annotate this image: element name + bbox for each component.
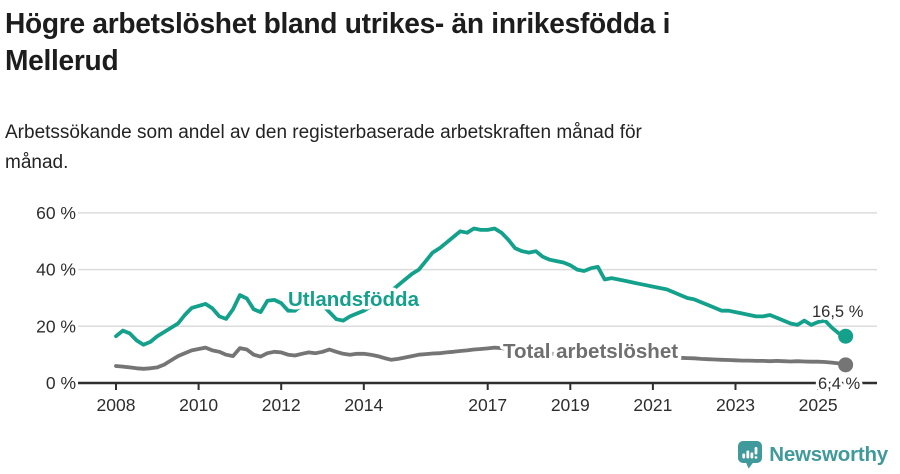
x-tick-label-2025: 2025 (799, 395, 838, 415)
x-tick-label-2014: 2014 (344, 395, 383, 415)
line-series-1 (114, 345, 848, 371)
end-dot-series-1 (838, 357, 854, 373)
page-subtitle: Arbetssökande som andel av den registerb… (5, 122, 642, 173)
axis-layer: 0 % 20 % 40 % 60 % 2008 2010 2012 2014 2017 2019 2… (36, 203, 877, 415)
newsworthy-logo[interactable]: Newsworthy (738, 440, 888, 470)
end-label-total-arbetsloshet: 6,4 % (818, 375, 861, 393)
line-series-0 (114, 226, 848, 347)
y-tick-label-20: 20 % (36, 316, 76, 336)
grid-layer (78, 212, 877, 328)
x-tick-label-2012: 2012 (262, 395, 301, 415)
x-tick-label-2017: 2017 (468, 395, 507, 415)
x-tick-label-2021: 2021 (633, 395, 672, 415)
series-layer (114, 226, 854, 373)
x-tick-label-2010: 2010 (179, 395, 218, 415)
newsworthy-icon (738, 441, 763, 469)
series-label-total-arbetsloshet: Total arbetslöshet (503, 340, 678, 363)
x-tick-label-2008: 2008 (97, 395, 136, 415)
page-title: Högre arbetslöshet bland utrikes- än inr… (5, 8, 671, 77)
x-tick-label-2019: 2019 (551, 395, 590, 415)
x-tick-label-2023: 2023 (716, 395, 755, 415)
bar-chart-exclamation-glyph (742, 447, 758, 459)
series-label-utlandsfodda: Utlandsfödda (288, 288, 420, 311)
y-tick-label-60: 60 % (36, 203, 76, 223)
y-tick-label-40: 40 % (36, 260, 76, 280)
newsworthy-wordmark: Newsworthy (769, 443, 888, 466)
end-dot-series-0 (838, 328, 854, 344)
unemployment-line-chart: 0 % 20 % 40 % 60 % 2008 2010 2012 2014 2017 2019 2… (36, 203, 877, 415)
y-tick-label-0: 0 % (46, 373, 76, 393)
end-label-utlandsfodda: 16,5 % (812, 303, 864, 321)
